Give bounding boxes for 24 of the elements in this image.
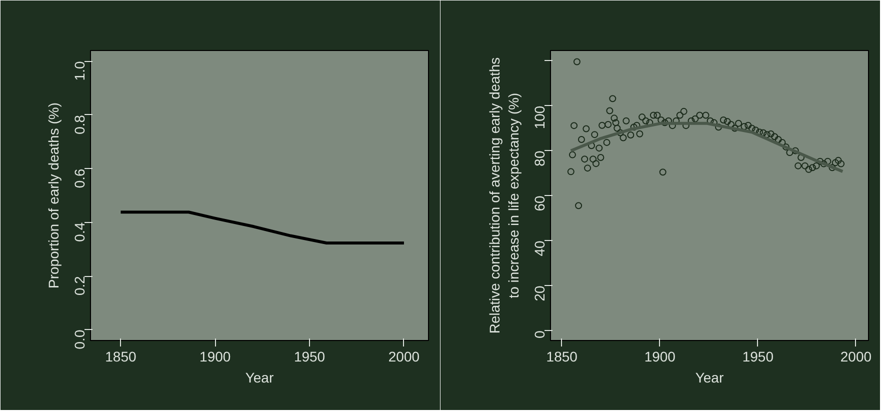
x-tick-label: 1850	[546, 348, 578, 364]
y-tick-label: 1.0	[72, 61, 88, 81]
x-axis-title: Year	[245, 370, 274, 386]
y-axis-title: Relative contribution of averting early deaths to increase in life expectancy (%)	[486, 57, 522, 334]
y-axis-title: Proportion of early deaths (%)	[46, 102, 62, 288]
x-axis-title: Year	[695, 370, 724, 386]
y-tick-label: 0.6	[72, 168, 88, 188]
y-tick-label: 100	[532, 106, 548, 130]
y-tick-label: 0.0	[72, 330, 88, 350]
x-tick-label: 2000	[388, 348, 420, 364]
x-tick-label: 1850	[105, 348, 136, 364]
y-tick-label: 0.4	[72, 222, 88, 242]
y-tick-label: 0.8	[72, 114, 88, 134]
y-tick-label: 0.2	[72, 276, 88, 296]
y-tick-label: 80	[532, 150, 548, 166]
y-tick-label: 60	[532, 196, 548, 212]
y-tick-label: 20	[532, 285, 548, 302]
x-tick-label: 1900	[200, 348, 231, 364]
x-tick-label: 1950	[742, 348, 774, 364]
x-tick-label: 2000	[840, 348, 872, 364]
x-tick-label: 1950	[294, 348, 326, 364]
y-tick-label: 40	[532, 240, 548, 256]
y-tick-label: 0	[532, 330, 548, 338]
x-tick-label: 1900	[644, 348, 676, 364]
